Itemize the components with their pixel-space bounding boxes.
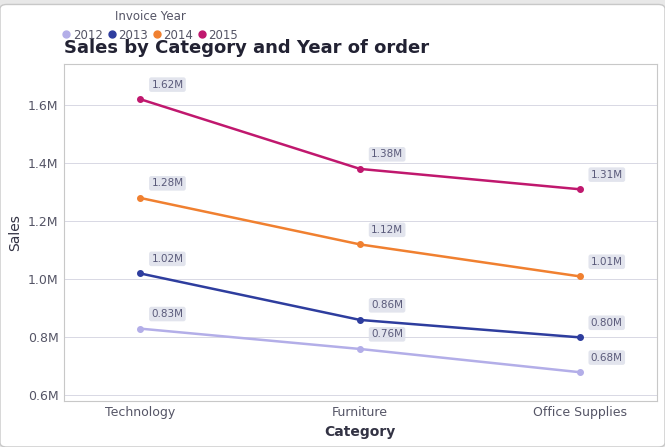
Text: 0.80M: 0.80M <box>591 318 622 328</box>
Text: 1.12M: 1.12M <box>371 225 403 235</box>
Text: 0.83M: 0.83M <box>152 309 184 319</box>
Legend: 2012, 2013, 2014, 2015: 2012, 2013, 2014, 2015 <box>63 10 238 42</box>
FancyBboxPatch shape <box>0 4 665 447</box>
Text: 0.68M: 0.68M <box>591 353 622 363</box>
Text: 1.31M: 1.31M <box>591 170 623 180</box>
Text: 1.02M: 1.02M <box>152 254 184 264</box>
Text: 1.28M: 1.28M <box>152 178 184 188</box>
Text: 0.86M: 0.86M <box>371 300 403 310</box>
X-axis label: Category: Category <box>325 425 396 439</box>
Text: 1.38M: 1.38M <box>371 149 403 159</box>
Text: 1.01M: 1.01M <box>591 257 622 267</box>
Text: Sales by Category and Year of order: Sales by Category and Year of order <box>63 39 429 57</box>
Y-axis label: Sales: Sales <box>9 215 23 251</box>
Text: 0.76M: 0.76M <box>371 329 403 339</box>
Text: 1.62M: 1.62M <box>152 80 184 89</box>
